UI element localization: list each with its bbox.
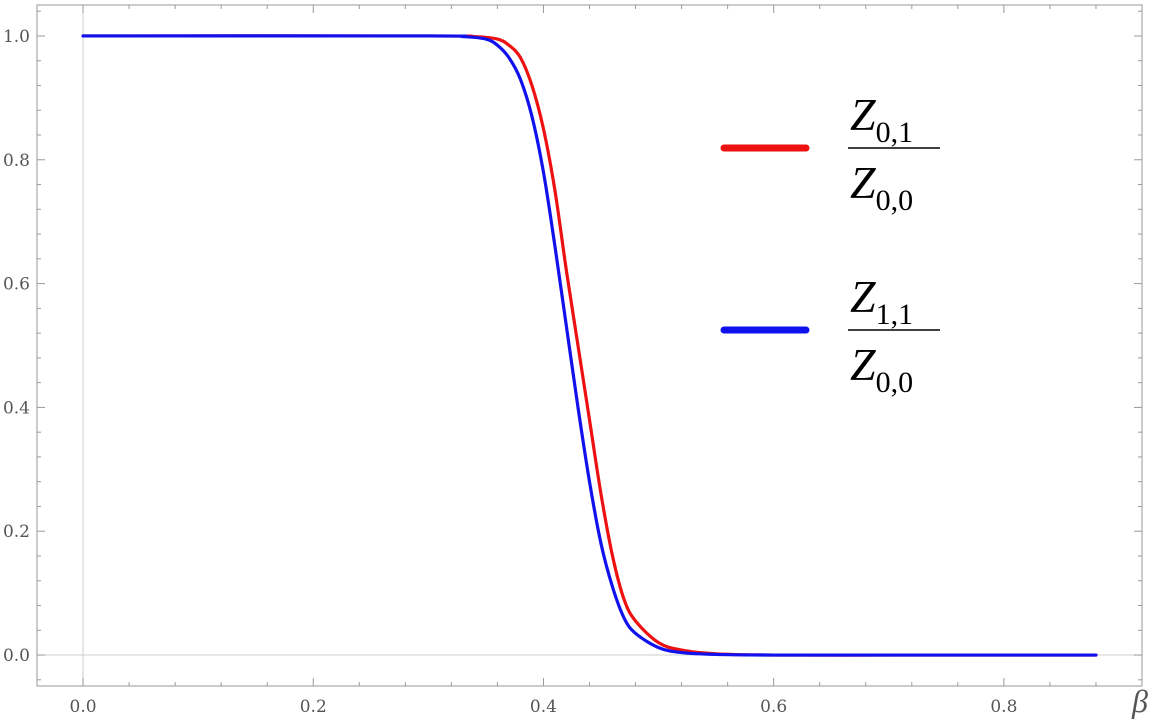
x-tick-label: 0.6 <box>760 697 787 717</box>
axis-tick-labels: 0.0 0.2 0.4 0.6 0.8 0.0 0.2 0.4 0.6 0.8 1.0 <box>3 27 1017 717</box>
x-tick-label: 0.4 <box>530 697 557 717</box>
legend-numerator: Z1,1 <box>850 271 913 331</box>
plot-frame <box>36 4 1143 687</box>
y-tick-label: 0.8 <box>3 151 30 171</box>
x-tick-label: 0.0 <box>70 697 97 717</box>
legend-denominator: Z0,0 <box>850 157 913 217</box>
y-tick-label: 0.6 <box>3 275 30 295</box>
x-tick-label: 0.8 <box>990 697 1017 717</box>
y-tick-label: 0.2 <box>3 522 30 542</box>
legend: Z0,1 Z0,0 Z1,1 Z0,0 <box>720 89 940 399</box>
legend-item-1: Z0,1 Z0,0 <box>720 89 940 217</box>
y-tick-label: 0.0 <box>3 646 30 666</box>
y-tick-label: 0.4 <box>3 398 30 418</box>
y-tick-label: 1.0 <box>3 27 30 47</box>
x-tick-label: 0.2 <box>300 697 327 717</box>
x-axis-label: β <box>1131 683 1148 719</box>
legend-item-2: Z1,1 Z0,0 <box>720 271 940 399</box>
series-line-1 <box>81 34 1098 657</box>
series-line-2 <box>81 34 1098 657</box>
axis-ticks <box>36 5 1143 686</box>
zero-axis-lines <box>37 5 1142 686</box>
data-series <box>81 34 1098 657</box>
legend-numerator: Z0,1 <box>850 89 913 149</box>
legend-denominator: Z0,0 <box>850 339 913 399</box>
plot-border <box>36 4 1143 687</box>
